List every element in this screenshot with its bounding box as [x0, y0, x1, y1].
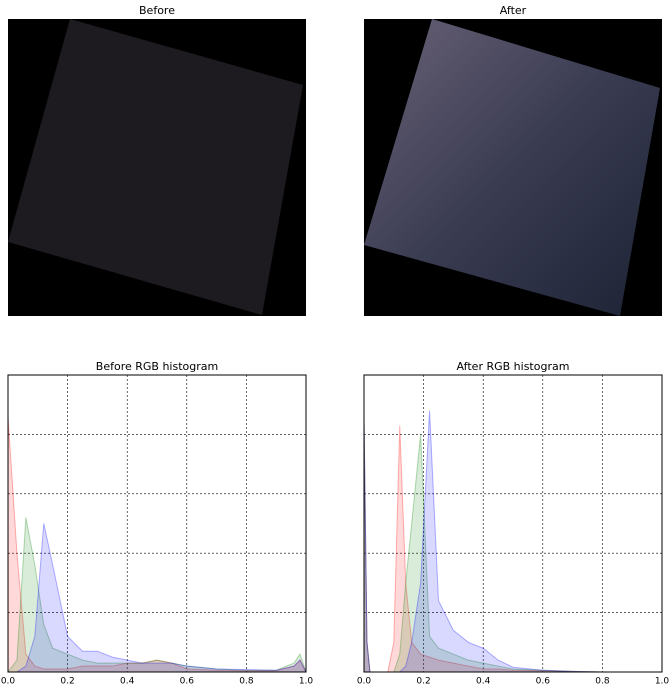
x-tick-label: 0.4	[476, 677, 491, 687]
chart-title: Before RGB histogram	[96, 360, 218, 373]
x-tick-label: 1.0	[299, 677, 314, 687]
histogram-area	[8, 523, 307, 673]
x-tick-label: 0.2	[416, 677, 430, 687]
image-title: After	[500, 4, 527, 17]
x-tick-label: 0.4	[120, 677, 135, 687]
image-title: Before	[139, 4, 175, 17]
image-content	[8, 19, 303, 315]
x-tick-label: 0.6	[180, 677, 195, 687]
x-tick-label: 0.8	[595, 677, 610, 687]
x-tick-label: 0.0	[357, 677, 372, 687]
axes-frame	[363, 374, 663, 673]
chart-title: After RGB histogram	[457, 360, 570, 373]
image-content	[364, 19, 660, 316]
x-tick-label: 1.0	[655, 677, 670, 687]
histogram-area	[363, 422, 662, 673]
x-tick-label: 0.6	[536, 677, 551, 687]
histogram-area	[7, 416, 307, 673]
x-tick-label: 0.2	[60, 677, 74, 687]
x-tick-label: 0.8	[239, 677, 254, 687]
axes-frame	[7, 374, 307, 673]
x-tick-label: 0.0	[1, 677, 16, 687]
histogram-area	[6, 517, 307, 673]
